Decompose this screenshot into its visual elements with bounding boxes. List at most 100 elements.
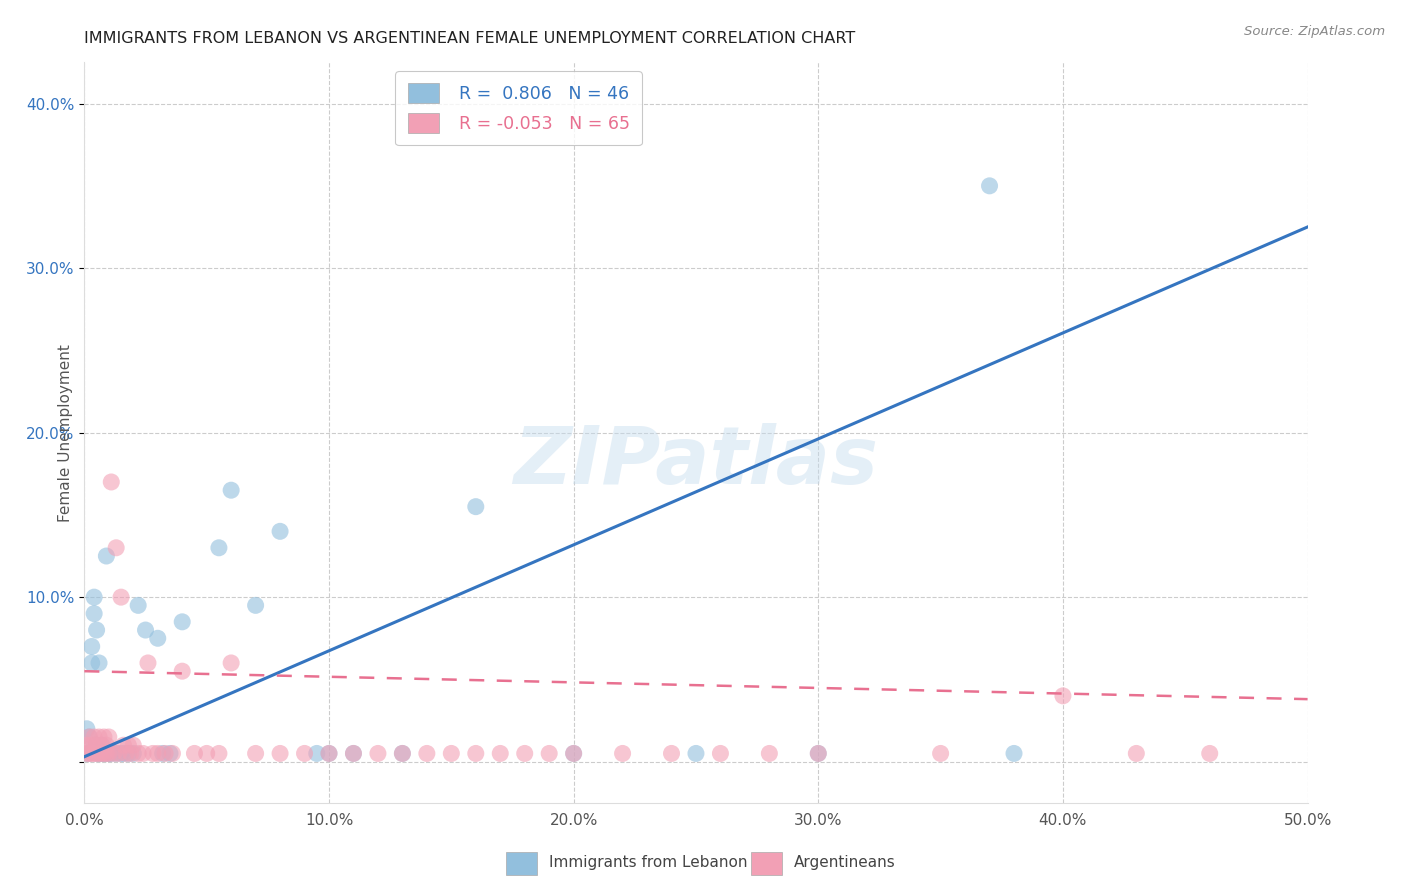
Point <box>117 747 139 761</box>
Point <box>1002 747 1025 761</box>
Point <box>172 664 194 678</box>
Point <box>318 747 340 761</box>
Point <box>83 607 105 621</box>
Point <box>342 747 364 761</box>
Point <box>513 747 536 761</box>
Point <box>97 747 120 761</box>
Point <box>122 747 145 761</box>
Point <box>245 747 267 761</box>
Point <box>146 747 169 761</box>
Point <box>685 747 707 761</box>
Point <box>77 730 100 744</box>
Point <box>76 738 98 752</box>
Point <box>464 747 486 761</box>
Point <box>142 747 165 761</box>
Point <box>76 722 98 736</box>
Point <box>86 738 108 752</box>
Point <box>77 747 100 761</box>
Text: Argentineans: Argentineans <box>794 855 896 870</box>
Point <box>219 656 242 670</box>
Point <box>112 738 135 752</box>
Point <box>612 747 634 761</box>
Point <box>127 747 149 761</box>
Point <box>97 730 120 744</box>
Point <box>1052 689 1074 703</box>
Point <box>112 747 135 761</box>
Point <box>80 747 103 761</box>
Point <box>86 623 108 637</box>
Point <box>146 632 169 646</box>
Point <box>96 549 118 563</box>
Point <box>87 656 110 670</box>
Point <box>76 747 98 761</box>
Point <box>97 747 120 761</box>
Point <box>115 747 138 761</box>
Text: ZIPatlas: ZIPatlas <box>513 423 879 501</box>
Point <box>90 738 112 752</box>
Point <box>103 747 125 761</box>
Point <box>77 730 100 744</box>
Point <box>93 747 115 761</box>
FancyBboxPatch shape <box>751 853 782 875</box>
Point <box>305 747 328 761</box>
Point <box>110 590 132 604</box>
Point <box>90 747 112 761</box>
Text: Immigrants from Lebanon: Immigrants from Lebanon <box>550 855 748 870</box>
Point <box>107 747 129 761</box>
Point <box>96 747 118 761</box>
Point <box>758 747 780 761</box>
Point <box>538 747 561 761</box>
Point <box>1125 747 1147 761</box>
Point <box>93 747 115 761</box>
Legend:   R =  0.806   N = 46,   R = -0.053   N = 65: R = 0.806 N = 46, R = -0.053 N = 65 <box>395 71 641 145</box>
Point <box>269 524 291 539</box>
Point <box>80 656 103 670</box>
Point <box>80 640 103 654</box>
Point <box>100 747 122 761</box>
Point <box>562 747 585 761</box>
Point <box>132 747 155 761</box>
Point <box>152 747 174 761</box>
Point <box>979 178 1001 193</box>
Point <box>120 747 142 761</box>
Point <box>269 747 291 761</box>
Point <box>208 541 231 555</box>
Point <box>391 747 413 761</box>
Point <box>86 747 108 761</box>
Point <box>153 747 176 761</box>
Point <box>110 747 132 761</box>
Point <box>83 590 105 604</box>
Point <box>416 747 439 761</box>
Point <box>87 730 110 744</box>
Point <box>96 738 118 752</box>
Point <box>183 747 205 761</box>
Point <box>489 747 512 761</box>
Text: Source: ZipAtlas.com: Source: ZipAtlas.com <box>1244 25 1385 38</box>
Point <box>135 623 157 637</box>
Point <box>87 747 110 761</box>
Point <box>807 747 830 761</box>
Point <box>172 615 194 629</box>
Point <box>464 500 486 514</box>
Point <box>86 747 108 761</box>
Point <box>122 738 145 752</box>
Point <box>440 747 463 761</box>
Y-axis label: Female Unemployment: Female Unemployment <box>58 343 73 522</box>
Point <box>162 747 184 761</box>
Point <box>127 599 149 613</box>
Point <box>709 747 731 761</box>
Point <box>219 483 242 498</box>
Point <box>100 475 122 489</box>
Point <box>294 747 316 761</box>
Point <box>117 738 139 752</box>
Point <box>86 738 108 752</box>
Point <box>80 738 103 752</box>
Point <box>93 730 115 744</box>
Point <box>318 747 340 761</box>
Point <box>391 747 413 761</box>
Point <box>105 541 128 555</box>
Point <box>76 747 98 761</box>
FancyBboxPatch shape <box>506 853 537 875</box>
Point <box>77 747 100 761</box>
Point <box>367 747 389 761</box>
